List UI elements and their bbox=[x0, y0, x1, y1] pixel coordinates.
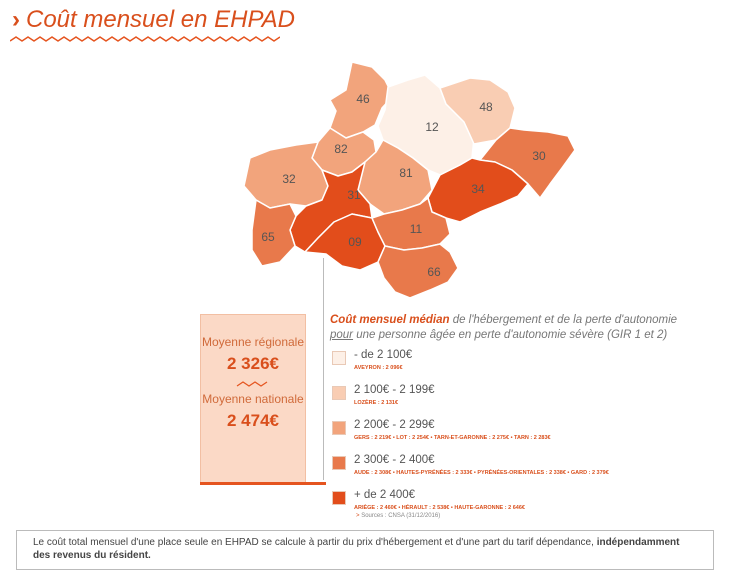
national-average-value: 2 474€ bbox=[227, 411, 279, 430]
dept-label-09: 09 bbox=[348, 235, 362, 249]
dept-label-48: 48 bbox=[479, 100, 493, 114]
legend-title-highlight: Coût mensuel médian bbox=[330, 314, 450, 326]
legend: Coût mensuel médian de l'hébergement et … bbox=[330, 313, 710, 518]
source-text: Sources : CNSA (31/12/2016) bbox=[361, 513, 441, 519]
legend-range: 2 100€ - 2 199€ bbox=[354, 384, 435, 396]
legend-detail: GERS : 2 219€ • LOT : 2 254€ • TARN-ET-G… bbox=[354, 435, 551, 441]
legend-title: Coût mensuel médian de l'hébergement et … bbox=[330, 313, 710, 343]
footnote-bold: indépendamment des revenus du résident. bbox=[33, 537, 680, 561]
legend-item: 2 100€ - 2 199€ LOZÈRE : 2 131€ bbox=[330, 384, 710, 413]
page-title: › Coût mensuel en EHPAD bbox=[12, 6, 295, 34]
wave-divider-icon bbox=[236, 381, 268, 387]
legend-title-rest: de l'hébergement et de la perte d'autono… bbox=[449, 314, 678, 326]
title-underline-wave bbox=[10, 36, 280, 42]
legend-item: + de 2 400€ ARIÈGE : 2 460€ • HÉRAULT : … bbox=[330, 489, 710, 518]
legend-subtitle-rest: une personne âgée en perte d'autonomie s… bbox=[353, 329, 668, 341]
legend-subtitle-underlined: pour bbox=[330, 329, 354, 341]
stats-panel: Moyenne régionale 2 326€ Moyenne nationa… bbox=[200, 314, 306, 484]
legend-range: + de 2 400€ bbox=[354, 489, 416, 501]
dept-label-32: 32 bbox=[282, 172, 296, 186]
dept-label-11: 11 bbox=[410, 222, 423, 236]
dept-label-31: 31 bbox=[347, 188, 361, 202]
dept-label-30: 30 bbox=[532, 149, 546, 163]
dept-label-34: 34 bbox=[471, 182, 485, 196]
dept-label-12: 12 bbox=[425, 120, 439, 134]
dept-65[interactable] bbox=[251, 199, 297, 267]
legend-swatch bbox=[332, 351, 346, 365]
stats-base-line bbox=[200, 482, 326, 485]
source-arrow-icon: > bbox=[356, 513, 360, 519]
regional-average-label: Moyenne régionale bbox=[201, 335, 305, 349]
dept-66[interactable] bbox=[377, 243, 459, 299]
legend-range: 2 200€ - 2 299€ bbox=[354, 419, 435, 431]
legend-detail: AUDE : 2 308€ • HAUTES-PYRÉNÉES : 2 333€… bbox=[354, 470, 609, 476]
dept-label-82: 82 bbox=[334, 142, 348, 156]
legend-detail: LOZÈRE : 2 131€ bbox=[354, 400, 399, 406]
leader-line bbox=[323, 258, 324, 480]
dept-label-66: 66 bbox=[427, 265, 441, 279]
legend-swatch bbox=[332, 491, 346, 505]
legend-swatch bbox=[332, 456, 346, 470]
chevron-icon: › bbox=[12, 6, 20, 33]
legend-item: - de 2 100€ AVEYRON : 2 096€ bbox=[330, 349, 710, 378]
dept-label-81: 81 bbox=[399, 166, 413, 180]
dept-label-46: 46 bbox=[356, 92, 370, 106]
title-text: Coût mensuel en EHPAD bbox=[26, 6, 296, 33]
source-note: > Sources : CNSA (31/12/2016) bbox=[356, 513, 440, 519]
legend-item: 2 200€ - 2 299€ GERS : 2 219€ • LOT : 2 … bbox=[330, 419, 710, 448]
legend-detail: ARIÈGE : 2 460€ • HÉRAULT : 2 538€ • HAU… bbox=[354, 505, 525, 511]
legend-detail: AVEYRON : 2 096€ bbox=[354, 365, 403, 371]
legend-swatch bbox=[332, 421, 346, 435]
footnote-box: Le coût total mensuel d'une place seule … bbox=[16, 530, 714, 570]
footnote-text: Le coût total mensuel d'une place seule … bbox=[33, 537, 594, 548]
dept-label-65: 65 bbox=[261, 230, 275, 244]
national-average-label: Moyenne nationale bbox=[202, 392, 304, 406]
legend-item: 2 300€ - 2 400€ AUDE : 2 308€ • HAUTES-P… bbox=[330, 454, 710, 483]
legend-range: 2 300€ - 2 400€ bbox=[354, 454, 435, 466]
region-map: 46 12 48 82 30 32 81 31 34 65 09 11 66 bbox=[243, 61, 576, 299]
regional-average-value: 2 326€ bbox=[227, 354, 279, 373]
legend-swatch bbox=[332, 386, 346, 400]
legend-range: - de 2 100€ bbox=[354, 349, 413, 361]
